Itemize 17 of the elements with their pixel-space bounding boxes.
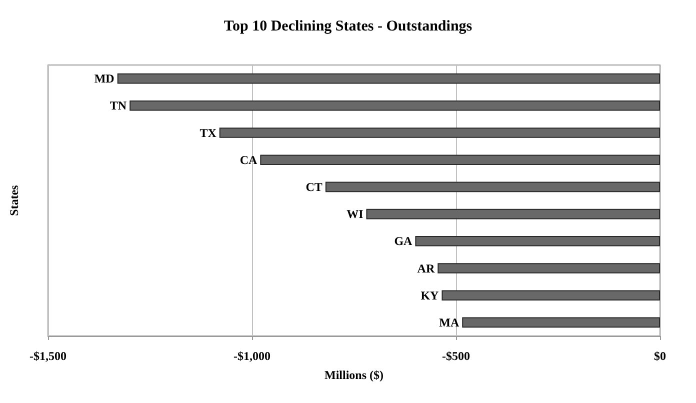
- y-tick-label: AR: [417, 261, 435, 276]
- x-tick-label: $0: [654, 349, 666, 363]
- x-tick-label: -$500: [442, 349, 470, 363]
- x-axis-title: Millions ($): [324, 368, 384, 382]
- y-tick-label: GA: [394, 234, 413, 248]
- chart-title: Top 10 Declining States - Outstandings: [224, 18, 472, 34]
- y-tick-label: TX: [200, 126, 217, 140]
- y-tick-label: CT: [306, 180, 322, 194]
- y-tick-label: CA: [240, 152, 258, 167]
- y-tick-label: WI: [346, 207, 364, 222]
- x-tick-label: -$1,000: [234, 349, 270, 363]
- y-tick-label: KY: [420, 288, 440, 302]
- x-tick-label: -$1,500: [30, 349, 66, 363]
- y-tick-label: MD: [94, 72, 115, 86]
- y-axis-title: States: [7, 184, 21, 216]
- y-tick-label: MA: [439, 315, 460, 330]
- y-tick-label: TN: [110, 98, 127, 113]
